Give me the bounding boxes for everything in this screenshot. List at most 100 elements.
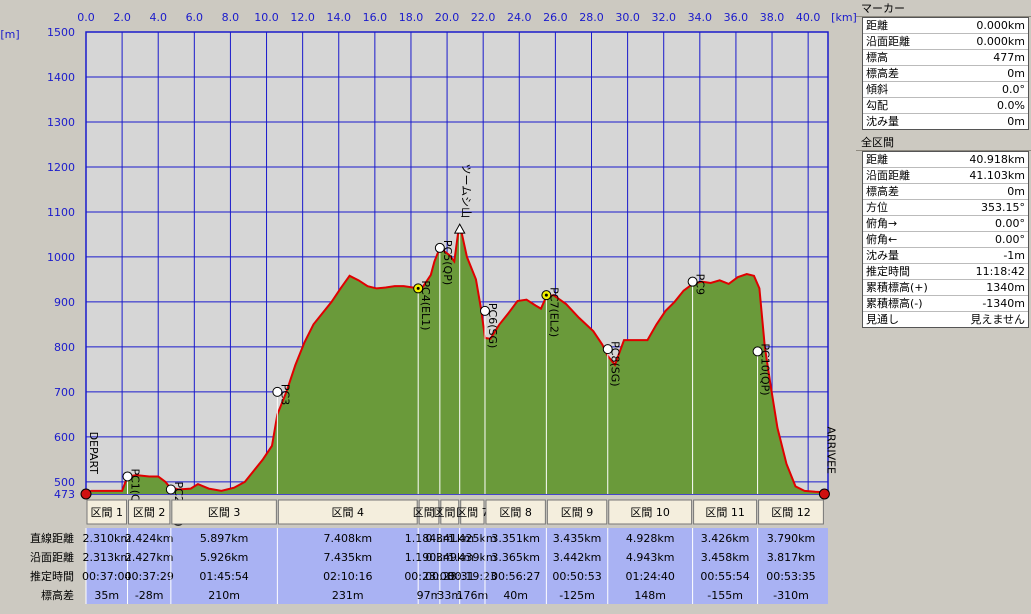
section-value: 7.408km	[323, 532, 372, 545]
x-tick-label: 2.0	[113, 11, 131, 24]
section-value: 0.349km	[425, 551, 474, 564]
marker-label: PC3	[278, 384, 291, 405]
section-table-body	[86, 528, 828, 604]
x-tick-label: 24.0	[507, 11, 532, 24]
section-value: 231m	[332, 589, 364, 602]
section-value: 2.313km	[82, 551, 131, 564]
total-value: -1m	[1003, 249, 1025, 262]
checkpoint-marker	[272, 386, 283, 397]
x-tick-label: 10.0	[254, 11, 279, 24]
marker-panel: マーカー 距離 0.000km 沿面距離 0.000km 標高 477m 標高差 0m 傾斜 0.…	[856, 0, 1031, 130]
x-tick-label: 36.0	[724, 11, 749, 24]
section-value: 3.458km	[701, 551, 750, 564]
total-label: 累積標高(-)	[866, 297, 923, 310]
section-value: -125m	[559, 589, 595, 602]
marker-value: 0.000km	[976, 19, 1025, 32]
x-tick-label: 12.0	[290, 11, 315, 24]
checkpoint-marker	[122, 471, 133, 482]
checkpoint-marker	[434, 242, 445, 253]
section-header-cell	[758, 499, 824, 525]
section-value: 1.190km	[405, 551, 454, 564]
section-name: 区間 6	[434, 506, 467, 519]
x-tick-label: 0.0	[77, 11, 95, 24]
elevation-area	[86, 232, 825, 494]
section-value: 5.897km	[200, 532, 249, 545]
checkpoint-marker	[687, 276, 698, 287]
marker-label: PC4(EL1)	[419, 280, 432, 330]
total-value: 0.00°	[995, 217, 1025, 230]
total-label: 俯角→	[866, 217, 898, 230]
total-row: 見通し 見えません	[863, 312, 1028, 327]
section-name: 区間 11	[705, 506, 745, 519]
x-tick-label: 14.0	[326, 11, 351, 24]
x-tick-label: 32.0	[651, 11, 676, 24]
checkpoint-marker	[479, 305, 490, 316]
section-value: 0.341km	[425, 532, 474, 545]
section-header-cell	[418, 499, 440, 525]
section-value: 00:53:35	[766, 570, 815, 583]
y-tick-label: 900	[54, 296, 75, 309]
x-tick-label: 20.0	[435, 11, 460, 24]
section-name: 区間 5	[413, 506, 446, 519]
total-row: 累積標高(-) -1340m	[863, 296, 1028, 312]
section-value: 97m	[417, 589, 442, 602]
marker-value: 0.0°	[1002, 83, 1025, 96]
section-value: 7.435km	[323, 551, 372, 564]
elevation-profile-chart[interactable]: 0.0 2.0 4.0 6.0 8.0 10.0 12.0 14.0 16.0 18.0 20.0 2…	[0, 0, 856, 614]
section-value: 01:45:54	[199, 570, 248, 583]
x-tick-label: 18.0	[399, 11, 424, 24]
y-unit-label: [m]	[0, 28, 19, 41]
marker-label: 勾配	[866, 99, 888, 112]
marker-value: 477m	[993, 51, 1025, 64]
endpoint-marker	[80, 488, 92, 500]
section-value: 00:50:53	[552, 570, 601, 583]
x-tick-label: 30.0	[615, 11, 640, 24]
section-value: 3.426km	[701, 532, 750, 545]
section-name: 区間 4	[332, 506, 365, 519]
y-tick-label: 700	[54, 386, 75, 399]
section-value: 1.184km	[405, 532, 454, 545]
section-name: 区間 9	[561, 506, 594, 519]
section-value: 210m	[208, 589, 240, 602]
section-value: 3.442km	[553, 551, 602, 564]
marker-value: 0m	[1007, 67, 1025, 80]
x-tick-label: 28.0	[579, 11, 604, 24]
section-header-cell	[440, 499, 460, 525]
y-tick-label: 600	[54, 431, 75, 444]
total-row: 沈み量 -1m	[863, 248, 1028, 264]
marker-row: 傾斜 0.0°	[863, 82, 1028, 98]
total-row: 俯角← 0.00°	[863, 232, 1028, 248]
total-value: 1340m	[986, 281, 1025, 294]
x-tick-label: 26.0	[543, 11, 568, 24]
section-name: 区間 12	[771, 506, 811, 519]
total-label: 沿面距離	[866, 169, 910, 182]
marker-row: 標高差 0m	[863, 66, 1028, 82]
table-row-label: 推定時間	[30, 569, 74, 583]
marker-label: 標高差	[866, 67, 899, 80]
section-value: 40m	[503, 589, 528, 602]
section-value: 3.817km	[767, 551, 816, 564]
x-tick-label: 22.0	[471, 11, 496, 24]
section-name: 区間 1	[91, 506, 124, 519]
marker-value: 0.000km	[976, 35, 1025, 48]
total-value: -1340m	[982, 297, 1025, 310]
y-tick-label: 473	[54, 488, 75, 501]
marker-label: PC9	[694, 274, 707, 295]
section-value: 2.424km	[125, 532, 174, 545]
section-value: 176m	[456, 589, 488, 602]
checkpoint-marker-dot	[544, 293, 548, 297]
section-value: 3.435km	[553, 532, 602, 545]
section-header-cell	[546, 499, 608, 525]
section-header-cell	[693, 499, 758, 525]
section-value: 02:10:16	[323, 570, 372, 583]
marker-panel-title: マーカー	[856, 0, 1031, 17]
total-label: 見通し	[866, 313, 899, 326]
summit-marker	[453, 223, 466, 234]
marker-label: 沈み量	[866, 115, 899, 128]
total-label: 方位	[866, 201, 888, 214]
section-value: 00:37:04	[82, 570, 131, 583]
x-tick-label: 4.0	[149, 11, 167, 24]
section-value: -155m	[707, 589, 743, 602]
marker-row: 沿面距離 0.000km	[863, 34, 1028, 50]
total-row: 方位 353.15°	[863, 200, 1028, 216]
